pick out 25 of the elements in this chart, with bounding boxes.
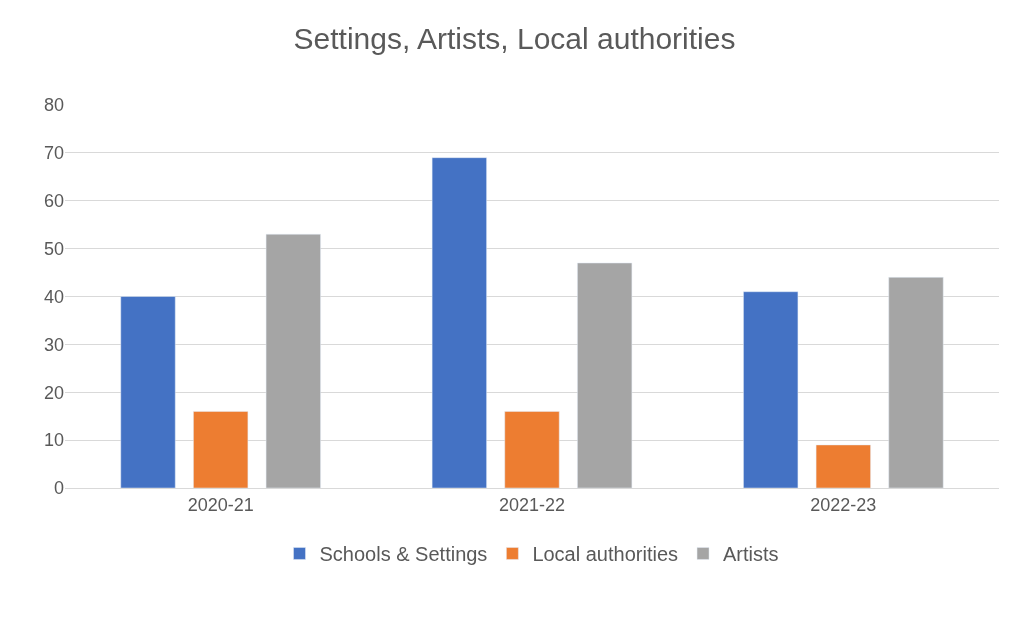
bar [265,234,321,488]
y-tick-label: 20 [43,382,64,403]
y-tick-label: 0 [53,478,64,499]
x-tick-label: 2022-23 [810,494,877,515]
legend-label: Artists [723,543,779,566]
y-tick-label: 50 [43,238,64,259]
legend-label: Local authorities [532,543,679,566]
legend-label: Schools & Settings [319,543,488,566]
bar [815,444,871,488]
bar [193,411,249,488]
y-tick-label: 80 [43,95,64,116]
bar [431,157,487,488]
x-tick-label: 2021-22 [498,494,566,515]
y-tick-label: 40 [43,286,64,307]
bar [504,411,560,488]
chart-title: Settings, Artists, Local authorities [293,21,736,55]
y-tick-label: 30 [43,334,64,355]
x-tick-label: 2020-21 [187,494,254,515]
bar [577,262,633,488]
y-tick-label: 70 [43,143,64,164]
y-tick-label: 10 [43,430,64,451]
y-tick-label: 60 [43,191,64,212]
bar [120,296,176,488]
bar [888,277,944,488]
bar [743,291,799,488]
